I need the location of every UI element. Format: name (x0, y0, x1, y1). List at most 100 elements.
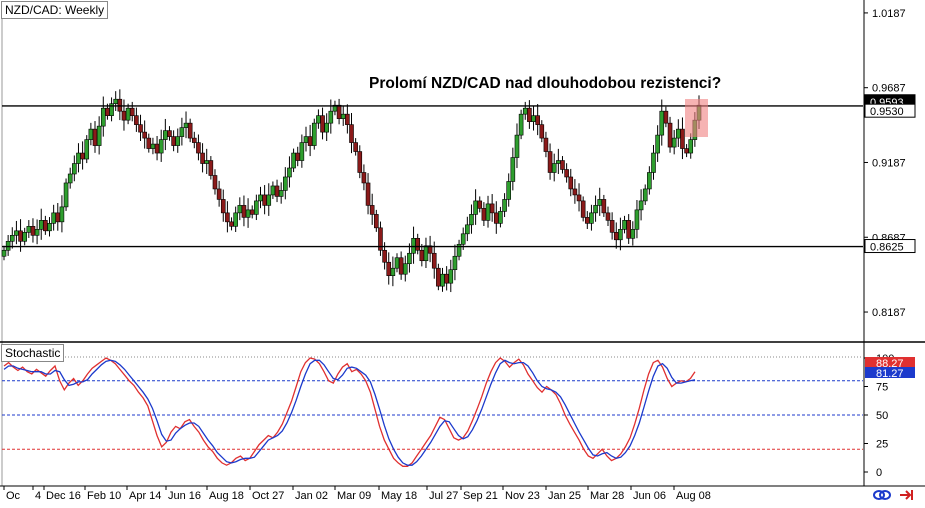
candle-up (84, 139, 90, 160)
candle (59, 195, 65, 233)
candle-up (423, 245, 429, 262)
candle-up (324, 122, 329, 133)
candle (146, 133, 152, 153)
candle-down (353, 142, 358, 152)
candle (568, 168, 574, 197)
candle-up (452, 255, 458, 271)
candle-up (328, 110, 334, 124)
candle (191, 131, 197, 149)
candle-up (59, 206, 65, 223)
candle-down (349, 124, 354, 143)
candle-down (431, 252, 437, 269)
candle-up (311, 122, 317, 146)
candle (365, 173, 371, 215)
candle (220, 189, 226, 222)
stochastic-value-box (865, 357, 915, 368)
candle (431, 241, 437, 279)
candle-up (38, 220, 44, 230)
candle-down (609, 220, 615, 233)
candle (572, 179, 578, 204)
candle-down (320, 115, 325, 133)
candle (667, 116, 673, 153)
candle-up (556, 160, 561, 164)
candle-down (680, 128, 685, 149)
candle-up (113, 98, 118, 104)
candle-down (613, 232, 619, 241)
candle (498, 206, 503, 228)
candle (407, 243, 412, 273)
candle (233, 206, 238, 232)
candle-up (179, 127, 185, 137)
candle-down (307, 136, 313, 146)
candle-down (55, 212, 61, 223)
candle (551, 153, 557, 182)
candle (117, 89, 123, 121)
candle (96, 116, 102, 155)
time-tick-label: Jan 02 (295, 490, 328, 502)
candle (688, 133, 694, 159)
candle-down (489, 203, 495, 214)
candle-up (270, 185, 276, 196)
candle (374, 209, 379, 232)
candle (539, 120, 545, 143)
link-icon[interactable] (873, 489, 891, 501)
stochastic-d-line (3, 359, 696, 466)
candle-up (407, 252, 412, 265)
candle-up (522, 107, 528, 115)
time-tick-label: Jan 25 (548, 490, 581, 502)
candle (543, 131, 549, 158)
candle-down (527, 107, 532, 122)
stochastic-value-box (865, 367, 915, 378)
candle (353, 138, 358, 156)
candle-down (336, 104, 342, 119)
candle (216, 180, 222, 207)
candle (477, 196, 483, 213)
candle-up (502, 199, 507, 212)
time-tick-label: Sep 21 (463, 490, 498, 502)
candle-down (105, 107, 110, 116)
candle (663, 106, 669, 128)
candle-down (374, 214, 379, 229)
candle-up (316, 115, 321, 124)
candle (369, 193, 375, 225)
candle-down (134, 115, 139, 125)
candle (109, 97, 114, 122)
candle (134, 107, 139, 132)
candle (593, 195, 598, 222)
candle (187, 118, 193, 143)
candle-down (220, 199, 226, 214)
candle-down (382, 249, 387, 263)
candle (415, 233, 420, 255)
candle-down (477, 200, 483, 209)
candle-down (30, 226, 36, 236)
candle-down (43, 220, 48, 232)
candle (456, 239, 462, 261)
candle (465, 216, 470, 242)
time-tick-label: Dec 16 (46, 490, 81, 502)
candle-up (100, 107, 106, 127)
candle-up (394, 257, 400, 269)
candle-up (109, 103, 114, 116)
candle (514, 123, 520, 169)
candle (336, 98, 342, 125)
candle-up (498, 211, 503, 224)
candle (564, 163, 569, 183)
candle-up (506, 181, 512, 200)
candle-down (572, 188, 578, 196)
candle (547, 143, 553, 180)
candle-up (26, 226, 32, 233)
candle-up (510, 157, 516, 182)
time-tick-label: Mar 09 (337, 490, 371, 502)
candle-up (676, 128, 681, 139)
candle-down (539, 124, 545, 139)
candle-up (688, 139, 694, 154)
time-tick-label: Feb 10 (87, 490, 121, 502)
candle-up (163, 130, 168, 140)
candle-up (440, 273, 445, 287)
candle-down (345, 113, 350, 125)
candle-up (5, 240, 11, 251)
candle-up (245, 209, 251, 218)
arrow-right-icon[interactable] (897, 489, 915, 501)
candle-up (237, 205, 243, 214)
candle (489, 194, 495, 222)
